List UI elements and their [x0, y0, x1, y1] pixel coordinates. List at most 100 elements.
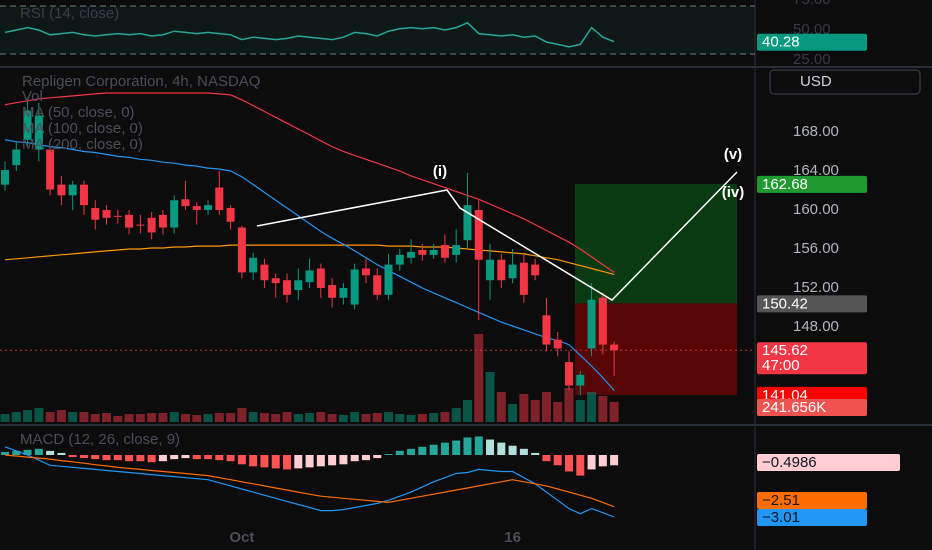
volume-bar [519, 394, 529, 422]
volume-tag-box [757, 399, 867, 416]
candle-body [508, 264, 517, 279]
candle-body [486, 259, 495, 281]
histogram-bar [57, 452, 66, 455]
volume-bar [11, 412, 21, 422]
candle-body [237, 227, 246, 273]
volume-bar [587, 392, 597, 422]
currency[interactable]: USD [800, 73, 832, 90]
candle-body [542, 315, 551, 345]
candle-body [440, 245, 449, 258]
volume-bar [553, 402, 563, 422]
rsi-line [4, 21, 615, 48]
signal-tag: −2.51 [762, 492, 800, 509]
candle-body [384, 264, 393, 295]
volume-bar [564, 388, 574, 422]
volume-bar [406, 415, 416, 422]
volume-bar [259, 413, 269, 422]
histogram-bar [192, 454, 201, 460]
candle-body [328, 285, 337, 298]
histogram-bar [215, 454, 224, 461]
histogram-bar [260, 454, 269, 468]
histogram-bar [226, 454, 235, 462]
volume-bar [226, 413, 236, 422]
volume-bar [68, 412, 78, 422]
last-price: 145.62 [762, 342, 808, 359]
volume-bar [429, 413, 439, 422]
candle-body [283, 280, 291, 295]
histogram-bar [463, 437, 472, 455]
candle-body [519, 262, 528, 295]
candle-body [204, 205, 213, 210]
candle-body [373, 275, 382, 295]
candle-body [249, 257, 258, 273]
volume-bar [609, 401, 619, 422]
volume-bar [417, 414, 427, 422]
histogram-bar [452, 440, 461, 455]
currency-box[interactable] [769, 69, 921, 95]
histogram-bar [519, 448, 528, 455]
countdown: 47:00 [762, 357, 800, 374]
volume-bar [440, 412, 450, 422]
entry-tag: 150.42 [762, 295, 808, 312]
histogram-bar [158, 454, 167, 462]
histogram-bar [147, 454, 156, 463]
histogram-bar [407, 448, 416, 455]
entry-tag-box [757, 295, 867, 313]
rsi-value-tag-box [757, 33, 867, 51]
histogram-bar [136, 454, 145, 462]
last-price-box [757, 342, 867, 375]
volume-tag: 241.656K [762, 399, 826, 416]
histogram-bar [294, 454, 303, 469]
histogram-bar [23, 449, 32, 455]
volume-bar [113, 416, 123, 422]
histogram-bar [34, 448, 43, 455]
candle-body [350, 269, 359, 305]
volume-bar [361, 414, 371, 422]
candle-body [170, 200, 179, 228]
candle-body [158, 214, 167, 228]
volume-bar [316, 412, 326, 422]
volume-bar [147, 413, 157, 422]
histogram-bar [553, 454, 562, 466]
candle-body [474, 209, 483, 260]
histogram-bar [249, 454, 258, 467]
volume-bar [282, 412, 292, 422]
candle-body [226, 208, 235, 222]
candle-body [215, 187, 224, 210]
histogram-bar [79, 454, 88, 459]
histogram-bar [1, 451, 9, 455]
volume-bar [384, 412, 394, 422]
histogram-tag-box [757, 454, 900, 471]
histogram-bar [384, 453, 393, 455]
macd-line [4, 454, 615, 508]
candle-body [598, 297, 607, 345]
candle-body [79, 184, 88, 206]
rsi-value-tag: 40.28 [762, 34, 800, 51]
histogram-bar [125, 454, 134, 462]
volume-bar [102, 413, 112, 422]
candle-body [361, 268, 370, 276]
volume-bar [135, 414, 145, 422]
volume-bar [79, 412, 89, 422]
histogram-bar [170, 454, 179, 460]
volume-bar [327, 414, 337, 422]
volume-bar [0, 414, 10, 422]
volume-bar [23, 410, 33, 422]
histogram-bar [486, 439, 495, 455]
wave-drawing [256, 171, 738, 301]
volume-bar [214, 413, 224, 422]
candle-body [576, 374, 585, 386]
wave-label: (iv) [722, 184, 745, 201]
candle-body [294, 280, 303, 290]
volume-bar [575, 400, 585, 422]
histogram-bar [283, 454, 291, 470]
candle-body [271, 278, 280, 284]
candle-body [23, 110, 32, 140]
y-tick-label: 25.00 [793, 51, 831, 68]
candle-body [181, 199, 190, 207]
signal-tag-box [757, 492, 867, 509]
legend-entry: MA (50, close, 0) [22, 104, 135, 121]
candle-body [1, 170, 9, 185]
target-tag: 162.68 [762, 176, 808, 193]
volume-bar [180, 414, 190, 422]
